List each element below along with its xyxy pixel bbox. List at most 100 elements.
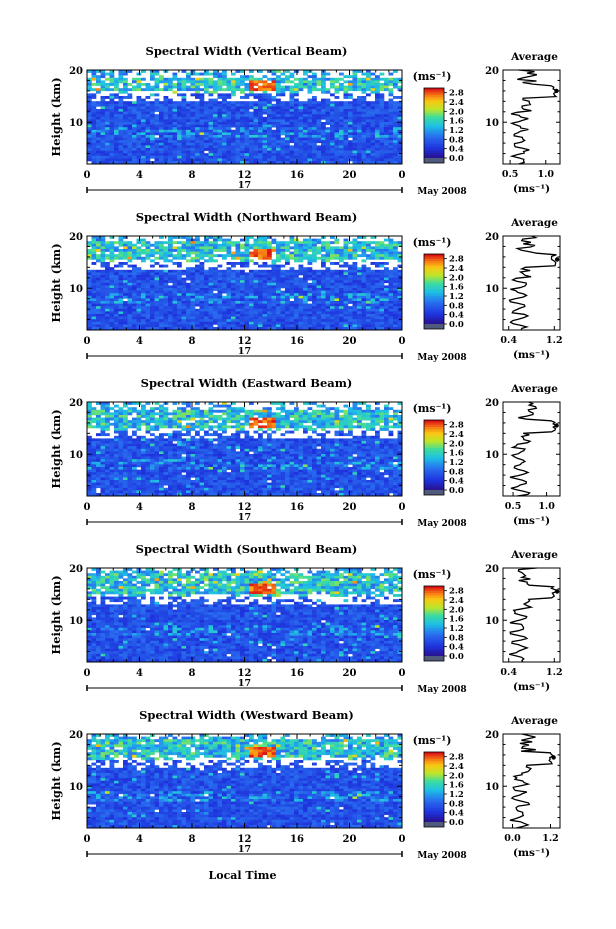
panel-0: Spectral Width (Vertical Beam) Height (km… — [49, 44, 561, 197]
average-frame — [502, 567, 561, 663]
colorbar-tick-label: 0.4 — [449, 311, 464, 321]
heatmap — [87, 236, 403, 330]
y-tick-label: 10 — [69, 284, 83, 295]
average-profile-line — [509, 733, 555, 829]
average-frame — [502, 69, 561, 165]
colorbar-tick-label: 1.2 — [449, 292, 464, 302]
y-tick-label: 20 — [69, 232, 83, 243]
month-label: May 2008 — [417, 187, 466, 197]
average-x-tick-label: 0.0 — [504, 833, 521, 844]
colorbar: (ms⁻¹) 0.00.40.81.21.62.02.42.8 — [413, 734, 464, 828]
x-tick-label: 4 — [136, 668, 143, 679]
month-label: May 2008 — [417, 851, 466, 861]
average-panel: Average 10 20 0.5 1.0 (ms⁻¹) — [485, 383, 561, 527]
average-x-tick-label: 1.2 — [542, 833, 559, 844]
colorbar: (ms⁻¹) 0.00.40.81.21.62.02.42.8 — [413, 236, 464, 330]
average-x-label: (ms⁻¹) — [513, 681, 550, 693]
average-x-label: (ms⁻¹) — [513, 349, 550, 361]
colorbar-tick-label: 0.8 — [449, 301, 464, 311]
y-axis-label: Height (km) — [49, 741, 63, 820]
x-tick-label: 4 — [136, 834, 143, 845]
x-tick-label: 20 — [343, 502, 357, 513]
colorbar-tick-label: 0.0 — [449, 652, 464, 662]
x-tick-label: 4 — [136, 336, 143, 347]
average-panel: Average 10 20 0.4 1.2 (ms⁻¹) — [485, 549, 562, 693]
x-tick-label: 4 — [136, 170, 143, 181]
colorbar-tick-label: 2.4 — [449, 596, 464, 606]
colorbar-tick-label: 0.0 — [449, 154, 464, 164]
average-profile-line — [508, 235, 557, 331]
x-tick-label: 16 — [290, 834, 304, 845]
colorbar: (ms⁻¹) 0.00.40.81.21.62.02.42.8 — [413, 70, 464, 164]
average-x-label: (ms⁻¹) — [513, 847, 550, 859]
average-x-tick-label: 1.0 — [537, 169, 554, 180]
colorbar-tick-label: 2.4 — [449, 264, 464, 274]
colorbar-tick-label: 1.6 — [449, 283, 464, 293]
average-x-tick-label: 0.4 — [500, 667, 517, 678]
average-title: Average — [510, 217, 558, 229]
y-tick-label: 10 — [69, 118, 83, 129]
colorbar-tick-label: 2.0 — [449, 273, 464, 283]
average-y-tick-label: 10 — [485, 782, 499, 793]
panel-2: Spectral Width (Eastward Beam) Height (km… — [49, 376, 561, 529]
x-tick-label: 0 — [399, 834, 406, 845]
x-tick-label: 8 — [189, 170, 196, 181]
day-label: 17 — [238, 512, 251, 523]
colorbar-tick-label: 0.8 — [449, 135, 464, 145]
x-tick-label: 4 — [136, 502, 143, 513]
x-tick-label: 8 — [189, 502, 196, 513]
average-y-tick-label: 20 — [485, 730, 499, 741]
y-tick-label: 10 — [69, 616, 83, 627]
average-y-tick-label: 20 — [485, 398, 499, 409]
heatmap — [87, 70, 403, 164]
heatmap — [87, 402, 403, 496]
average-x-tick-label: 1.2 — [546, 335, 563, 346]
colorbar-tick-label: 0.0 — [449, 320, 464, 330]
x-tick-label: 12 — [238, 336, 252, 347]
y-axis-label: Height (km) — [49, 243, 63, 322]
colorbar-unit: (ms⁻¹) — [413, 236, 452, 249]
average-peak-marker — [554, 589, 560, 594]
colorbar-tick-label: 2.0 — [449, 605, 464, 615]
x-axis-label: Local Time — [209, 869, 277, 882]
panel-title: Spectral Width (Southward Beam) — [136, 542, 358, 556]
colorbar-tick-label: 1.6 — [449, 117, 464, 127]
average-profile-line — [509, 69, 558, 165]
heatmap — [87, 734, 403, 828]
panel-title: Spectral Width (Westward Beam) — [139, 708, 354, 722]
colorbar-tick-label: 2.8 — [449, 255, 464, 265]
x-tick-label: 16 — [290, 668, 304, 679]
y-tick-label: 20 — [69, 66, 83, 77]
average-y-tick-label: 10 — [485, 118, 499, 129]
colorbar: (ms⁻¹) 0.00.40.81.21.62.02.42.8 — [413, 402, 464, 496]
colorbar-tick-label: 0.8 — [449, 467, 464, 477]
x-tick-label: 20 — [343, 336, 357, 347]
average-title: Average — [510, 549, 558, 561]
average-panel: Average 10 20 0.5 1.0 (ms⁻¹) — [485, 51, 561, 195]
month-label: May 2008 — [417, 353, 466, 363]
panel-1: Spectral Width (Northward Beam) Height (k… — [49, 210, 563, 363]
panel-title: Spectral Width (Northward Beam) — [136, 210, 358, 224]
average-y-tick-label: 20 — [485, 66, 499, 77]
x-tick-label: 20 — [343, 668, 357, 679]
average-x-tick-label: 1.0 — [538, 501, 555, 512]
x-tick-label: 8 — [189, 668, 196, 679]
colorbar-tick-label: 0.4 — [449, 643, 464, 653]
day-label: 17 — [238, 844, 251, 855]
x-tick-label: 16 — [290, 502, 304, 513]
colorbar-tick-label: 0.8 — [449, 633, 464, 643]
colorbar-tick-label: 2.8 — [449, 753, 464, 763]
colorbar-unit: (ms⁻¹) — [413, 70, 452, 83]
x-tick-label: 8 — [189, 336, 196, 347]
average-y-tick-label: 20 — [485, 564, 499, 575]
average-y-tick-label: 10 — [485, 284, 499, 295]
average-profile-line — [509, 567, 558, 663]
colorbar-tick-label: 2.0 — [449, 439, 464, 449]
colorbar-unit: (ms⁻¹) — [413, 402, 452, 415]
y-tick-label: 10 — [69, 782, 83, 793]
panel-3: Spectral Width (Southward Beam) Height (k… — [49, 542, 563, 695]
panel-title: Spectral Width (Vertical Beam) — [146, 44, 348, 58]
average-x-label: (ms⁻¹) — [513, 183, 550, 195]
y-tick-label: 20 — [69, 398, 83, 409]
colorbar-tick-label: 2.8 — [449, 587, 464, 597]
